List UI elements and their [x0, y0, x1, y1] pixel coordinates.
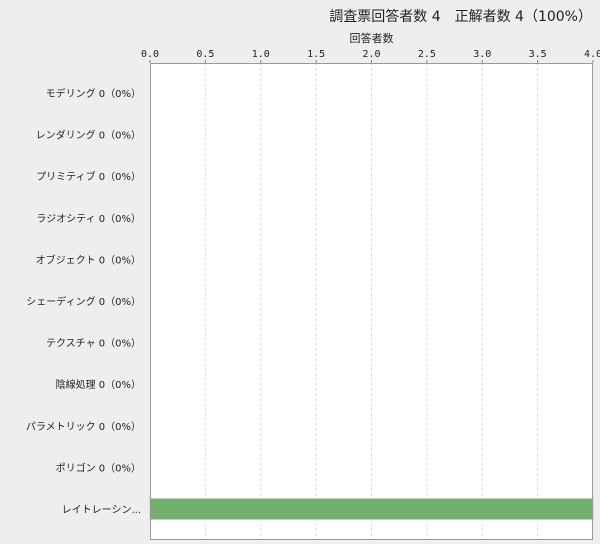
category-label: レイトレーシン...	[62, 505, 141, 516]
x-tick-label: 1.5	[307, 49, 325, 60]
x-tick-label: 3.0	[473, 49, 491, 60]
category-label: レンダリング 0（0%）	[36, 129, 141, 142]
category-label: シェーディング 0（0%）	[26, 295, 141, 308]
x-tick-label: 0.5	[196, 49, 214, 60]
x-axis-label: 回答者数	[349, 32, 394, 45]
bar	[149, 498, 594, 520]
x-tick-label: 2.0	[362, 49, 380, 60]
category-label: 陰線処理 0（0%）	[56, 378, 141, 391]
category-label: オブジェクト 0（0%）	[36, 253, 141, 266]
x-tick-label: 1.0	[252, 49, 270, 60]
x-tick-label: 0.0	[141, 49, 159, 60]
category-label: テクスチャ 0（0%）	[46, 338, 141, 350]
chart-title: 調査票回答者数 4 正解者数 4（100%）	[329, 9, 592, 25]
plot-border	[150, 63, 593, 540]
category-label: ラジオシティ 0（0%）	[36, 213, 141, 225]
x-tick-label: 2.5	[418, 49, 436, 60]
x-tick-label: 4.0	[584, 49, 600, 60]
category-label: プリミティブ 0（0%）	[36, 170, 141, 183]
category-label: モデリング 0（0%）	[46, 87, 141, 100]
category-label: ポリゴン 0（0%）	[56, 461, 141, 474]
x-tick-label: 3.5	[529, 49, 547, 60]
category-label: パラメトリック 0（0%）	[26, 421, 141, 433]
